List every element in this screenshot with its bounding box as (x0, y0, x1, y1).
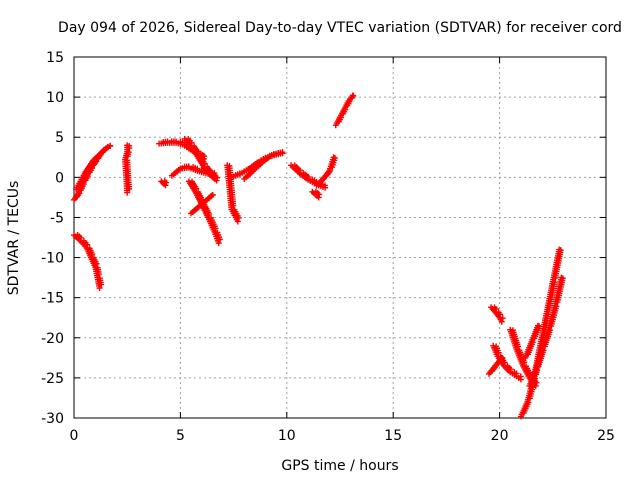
axis-ticks: 0 5 10 15 20 25 -30 -25 -20 -15 -10 -5 0 5 10 15 (41, 50, 615, 444)
data-point (216, 236, 223, 243)
data-point (315, 194, 322, 201)
series-arc-s (485, 354, 506, 377)
y-tick-label: -30 (41, 411, 64, 427)
y-tick-label: -10 (41, 251, 64, 267)
data-points (71, 92, 566, 420)
data-point (517, 376, 524, 383)
data-point (501, 359, 508, 366)
series-arc-j (224, 162, 242, 225)
data-point (107, 143, 114, 150)
series-arc-w (522, 322, 543, 361)
data-point (95, 271, 102, 278)
x-axis-label: GPS time / hours (281, 458, 398, 474)
y-axis-label: SDTVAR / TECUs (6, 181, 22, 296)
data-point (126, 185, 133, 192)
y-tick-label: -20 (41, 331, 64, 347)
data-point (349, 92, 356, 99)
series-arc-n (313, 154, 338, 189)
data-point (98, 281, 105, 288)
data-point (93, 260, 100, 267)
y-tick-label: -5 (50, 210, 64, 226)
x-tick-label: 20 (491, 428, 509, 444)
x-tick-label: 5 (176, 428, 185, 444)
data-point (235, 214, 242, 221)
data-point (96, 285, 103, 292)
data-point (213, 177, 220, 184)
series-arc-i (188, 191, 216, 217)
data-point (234, 218, 241, 225)
data-point (89, 251, 96, 258)
series-arc-c (71, 231, 105, 292)
series-arc-q (488, 304, 506, 325)
y-tick-label: 15 (46, 50, 64, 66)
series-arc-l (241, 150, 282, 182)
series-arc-b (73, 142, 114, 193)
x-tick-label: 15 (384, 428, 402, 444)
grid (74, 57, 606, 418)
data-point (206, 211, 213, 218)
series-arc-o (309, 188, 323, 201)
data-point (498, 354, 505, 361)
y-tick-label: 10 (46, 90, 64, 106)
series-arc-e (158, 178, 170, 189)
y-tick-label: -25 (41, 371, 64, 387)
data-point (124, 189, 131, 196)
data-point (209, 191, 216, 198)
series-arc-v (526, 274, 566, 389)
data-point (495, 349, 502, 356)
data-point (207, 168, 214, 175)
y-tick-label: 0 (55, 170, 64, 186)
data-point (521, 359, 528, 366)
data-point (499, 315, 506, 322)
data-point (331, 155, 338, 162)
y-tick-label: -15 (41, 291, 64, 307)
data-point (322, 184, 329, 191)
y-tick-label: 5 (55, 130, 64, 146)
data-point (498, 318, 505, 325)
data-point (193, 185, 200, 192)
data-point (558, 274, 565, 281)
chart-title: Day 094 of 2026, Sidereal Day-to-day VTE… (58, 20, 622, 36)
series-arc-h (185, 178, 223, 247)
series-isolated-early (122, 142, 133, 196)
data-point (162, 182, 169, 189)
x-tick-label: 10 (278, 428, 296, 444)
data-point (215, 240, 222, 247)
data-point (230, 202, 237, 209)
x-tick-label: 0 (70, 428, 79, 444)
data-point (275, 151, 282, 158)
data-point (534, 322, 541, 329)
data-point (330, 154, 337, 161)
data-point (556, 246, 563, 253)
data-point (212, 225, 219, 232)
x-tick-label: 25 (597, 428, 615, 444)
data-point (514, 343, 521, 350)
series-arc-g (181, 135, 220, 184)
series-arc-p (332, 92, 357, 129)
